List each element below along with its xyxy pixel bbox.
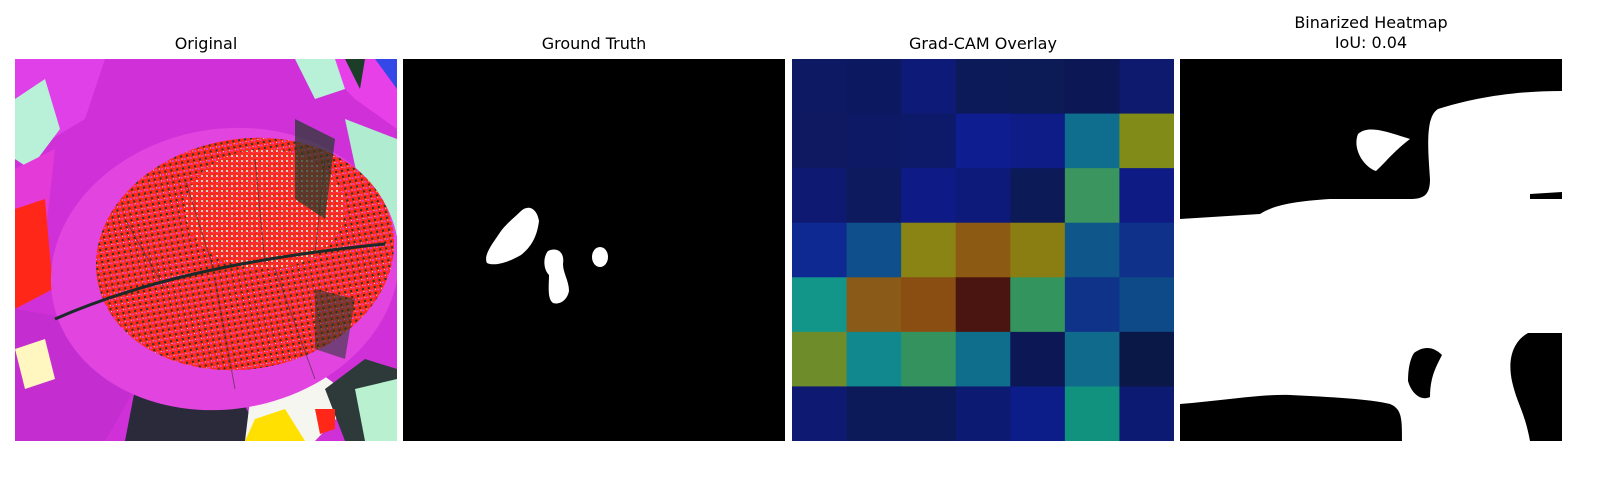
heatmap-cell	[955, 386, 1011, 441]
original-title: Original	[174, 34, 238, 53]
heatmap-cell	[955, 59, 1011, 115]
ground-truth-panel: Ground Truth	[403, 0, 785, 500]
heatmap-cell	[955, 277, 1011, 333]
binarized-panel: Binarized Heatmap IoU: 0.04	[1180, 0, 1562, 500]
gradcam-panel: Grad-CAM Overlay	[792, 0, 1174, 500]
heatmap-cell	[1064, 386, 1121, 441]
heatmap-cell	[846, 331, 902, 388]
heatmap-cell	[1010, 59, 1066, 115]
heatmap-cell	[1064, 277, 1121, 333]
heatmap-cell	[792, 277, 848, 333]
heatmap-cell	[1119, 386, 1174, 441]
heatmap-cell	[1010, 222, 1066, 278]
gradcam-heatmap	[792, 59, 1174, 441]
ground-truth-title: Ground Truth	[541, 34, 647, 53]
heatmap-cell	[846, 386, 902, 441]
heatmap-cell	[1119, 277, 1174, 333]
heatmap-cell	[955, 331, 1011, 388]
heatmap-cell	[955, 222, 1011, 278]
heatmap-cell	[901, 331, 957, 388]
heatmap-cell	[792, 59, 848, 115]
heatmap-cell	[1010, 277, 1066, 333]
heatmap-cell	[901, 168, 957, 224]
heatmap-cell	[792, 222, 848, 278]
heatmap-cell	[955, 113, 1011, 169]
heatmap-cell	[901, 113, 957, 169]
heatmap-cell	[846, 59, 902, 115]
heatmap-cell	[792, 386, 848, 441]
heatmap-cell	[792, 331, 848, 388]
heatmap-cell	[1119, 331, 1174, 388]
heatmap-cell	[792, 168, 848, 224]
binarized-mask	[1180, 59, 1562, 441]
original-image	[15, 59, 397, 441]
heatmap-cell	[1064, 168, 1121, 224]
heatmap-cell	[846, 113, 902, 169]
gradcam-title: Grad-CAM Overlay	[909, 34, 1057, 53]
heatmap-cell	[901, 386, 957, 441]
original-panel: Original	[15, 0, 397, 500]
heatmap-cell	[1119, 222, 1174, 278]
heatmap-cell	[901, 59, 957, 115]
heatmap-cell	[1010, 386, 1066, 441]
ground-truth-mask	[403, 59, 785, 441]
heatmap-cell	[1119, 113, 1174, 169]
heatmap-cell	[1064, 222, 1121, 278]
heatmap-cell	[846, 277, 902, 333]
heatmap-cell	[955, 168, 1011, 224]
heatmap-cell	[846, 168, 902, 224]
heatmap-cell	[1064, 331, 1121, 388]
heatmap-cell	[1010, 113, 1066, 169]
heatmap-cell	[1010, 331, 1066, 388]
heatmap-cell	[1119, 59, 1174, 115]
heatmap-cell	[1064, 59, 1121, 115]
heatmap-cell	[1119, 168, 1174, 224]
heatmap-cell	[901, 222, 957, 278]
heatmap-cell	[792, 113, 848, 169]
heatmap-cell	[1064, 113, 1121, 169]
heatmap-cell	[846, 222, 902, 278]
heatmap-cell	[1010, 168, 1066, 224]
binarized-title: Binarized Heatmap IoU: 0.04	[1294, 13, 1448, 52]
heatmap-cell	[901, 277, 957, 333]
